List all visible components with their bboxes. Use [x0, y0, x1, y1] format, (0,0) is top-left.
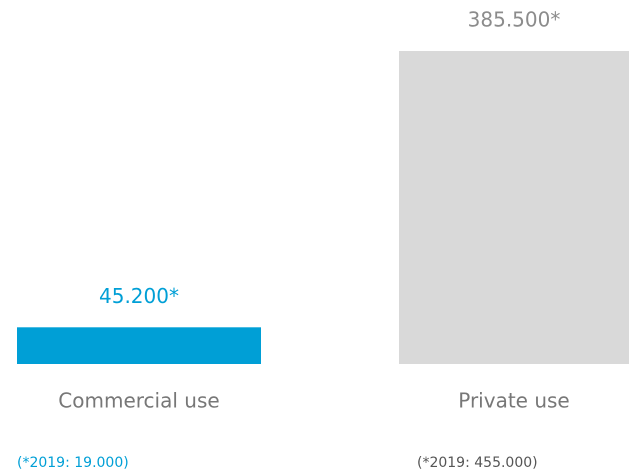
value-label: 45.200* [99, 284, 179, 308]
note: (*2019: 455.000) [417, 455, 538, 471]
bar [17, 327, 261, 364]
category-label: Private use [458, 389, 569, 413]
bar [399, 51, 629, 364]
category-label: Commercial use [58, 389, 219, 413]
value-label: 385.500* [468, 8, 561, 32]
note: (*2019: 19.000) [17, 455, 129, 471]
